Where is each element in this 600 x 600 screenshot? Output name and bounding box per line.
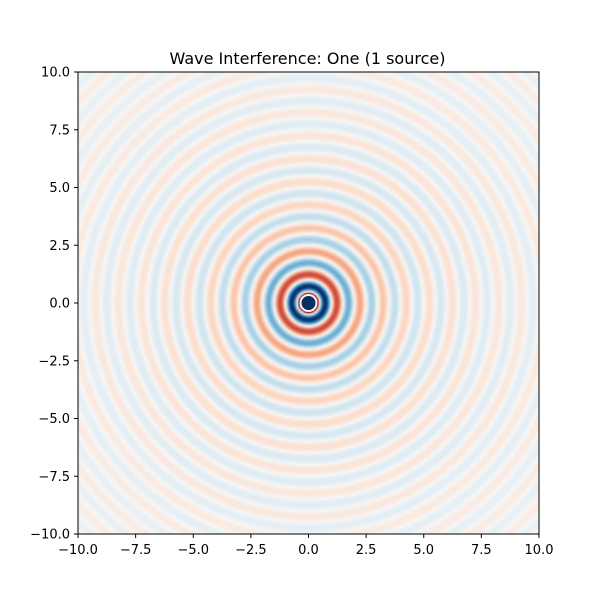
y-tick-label: −7.5 <box>38 470 70 485</box>
x-axis: −10.0 −7.5 −5.0 −2.5 0.0 2.5 5.0 7.5 10.0 <box>58 534 553 558</box>
y-tick-label: −10.0 <box>30 528 70 543</box>
x-tick-label: −10.0 <box>58 543 98 558</box>
x-tick-label: −5.0 <box>177 543 209 558</box>
x-tick-label: −2.5 <box>235 543 267 558</box>
wave-source-0 <box>299 294 318 312</box>
y-tick-label: 2.5 <box>49 239 70 254</box>
x-tick-label: 2.5 <box>356 543 377 558</box>
y-tick-label: 5.0 <box>49 181 70 196</box>
y-tick-label: −2.5 <box>38 354 70 369</box>
y-tick-label: 7.5 <box>49 123 70 138</box>
x-tick-label: 5.0 <box>413 543 434 558</box>
x-tick-label: 10.0 <box>525 543 554 558</box>
y-tick-label: −5.0 <box>38 412 70 427</box>
y-tick-label: 10.0 <box>41 66 70 81</box>
y-tick-label: 0.0 <box>49 297 70 312</box>
plot-area <box>78 72 539 534</box>
y-axis: −10.0 −7.5 −5.0 −2.5 0.0 2.5 5.0 7.5 10.0 <box>30 66 78 543</box>
x-tick-label: 0.0 <box>298 543 319 558</box>
plot-frame <box>77 71 540 535</box>
chart-title: Wave Interference: One (1 source) <box>170 49 446 68</box>
x-tick-label: 7.5 <box>471 543 492 558</box>
wave-sources <box>299 294 318 312</box>
x-tick-label: −7.5 <box>120 543 152 558</box>
